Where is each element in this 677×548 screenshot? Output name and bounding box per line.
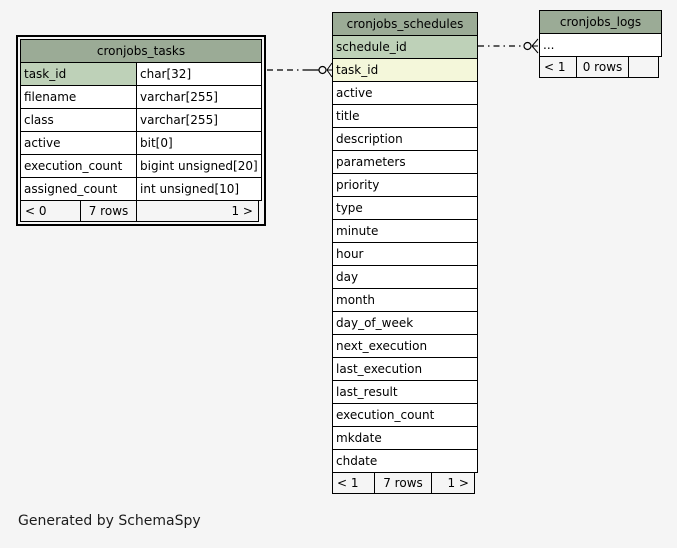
column-type: int unsigned[10] <box>136 177 262 201</box>
column-name: day_of_week <box>332 311 478 335</box>
column-name: mkdate <box>332 426 478 450</box>
column-row: next_execution <box>332 334 478 358</box>
column-name: task_id <box>332 58 478 82</box>
column-row: hour <box>332 242 478 266</box>
column-row: title <box>332 104 478 128</box>
zero-or-one-circle-icon <box>523 41 532 51</box>
table-cronjobs-tasks: cronjobs_tasks task_id char[32] filename va… <box>16 35 266 226</box>
table-footer: < 1 0 rows <box>539 56 662 78</box>
footer-row-count: 7 rows <box>80 200 137 222</box>
column-row: parameters <box>332 150 478 174</box>
column-type: bigint unsigned[20] <box>136 154 262 178</box>
column-name: hour <box>332 242 478 266</box>
column-name: assigned_count <box>20 177 137 201</box>
column-name: description <box>332 127 478 151</box>
column-type: bit[0] <box>136 131 262 155</box>
column-type: varchar[255] <box>136 108 262 132</box>
footer-outgoing-count: 1 > <box>431 472 475 494</box>
crowfoot-icon <box>531 38 539 54</box>
column-name: parameters <box>332 150 478 174</box>
column-type: varchar[255] <box>136 85 262 109</box>
table-footer: < 1 7 rows 1 > <box>332 472 478 494</box>
column-name: execution_count <box>20 154 137 178</box>
column-name: day <box>332 265 478 289</box>
column-row: type <box>332 196 478 220</box>
column-name: type <box>332 196 478 220</box>
table-header-cronjobs-tasks[interactable]: cronjobs_tasks <box>20 39 262 63</box>
column-name: filename <box>20 85 137 109</box>
generator-note: Generated by SchemaSpy <box>18 513 201 529</box>
column-name: active <box>20 131 137 155</box>
footer-row-count: 7 rows <box>374 472 432 494</box>
column-row: task_id <box>332 58 478 82</box>
column-name: class <box>20 108 137 132</box>
footer-incoming-count: < 1 <box>539 56 577 78</box>
table-footer: < 0 7 rows 1 > <box>20 200 262 222</box>
column-name: last_result <box>332 380 478 404</box>
column-row: chdate <box>332 449 478 473</box>
column-row: day <box>332 265 478 289</box>
column-name: active <box>332 81 478 105</box>
column-row: mkdate <box>332 426 478 450</box>
column-row: active <box>332 81 478 105</box>
column-name: task_id <box>20 62 137 86</box>
column-name: title <box>332 104 478 128</box>
focus-table-frame: cronjobs_tasks task_id char[32] filename va… <box>16 35 266 226</box>
table-cronjobs-schedules: cronjobs_schedules schedule_id task_id act… <box>332 12 478 494</box>
column-row: class varchar[255] <box>20 108 262 132</box>
column-row: last_execution <box>332 357 478 381</box>
column-row: active bit[0] <box>20 131 262 155</box>
relationship-tasks-to-schedules <box>267 62 333 78</box>
column-row: day_of_week <box>332 311 478 335</box>
column-row: month <box>332 288 478 312</box>
column-row: schedule_id <box>332 35 478 59</box>
footer-incoming-count: < 0 <box>20 200 81 222</box>
relationship-schedules-to-logs <box>478 38 539 54</box>
column-name: minute <box>332 219 478 243</box>
column-row: task_id char[32] <box>20 62 262 86</box>
column-row: description <box>332 127 478 151</box>
table-grid: cronjobs_logs ... <box>539 10 662 57</box>
column-row: filename varchar[255] <box>20 85 262 109</box>
column-name: next_execution <box>332 334 478 358</box>
column-row: execution_count bigint unsigned[20] <box>20 154 262 178</box>
table-cronjobs-logs: cronjobs_logs ... < 1 0 rows <box>539 10 662 78</box>
column-type: char[32] <box>136 62 262 86</box>
column-name: ... <box>539 33 662 57</box>
footer-incoming-count: < 1 <box>332 472 375 494</box>
table-header-cronjobs-schedules[interactable]: cronjobs_schedules <box>332 12 478 36</box>
table-grid: cronjobs_tasks task_id char[32] filename va… <box>20 39 262 201</box>
footer-row-count: 0 rows <box>576 56 629 78</box>
column-name: execution_count <box>332 403 478 427</box>
column-name: priority <box>332 173 478 197</box>
zero-or-one-circle-icon <box>318 65 327 75</box>
footer-outgoing-count <box>628 56 659 78</box>
column-name: month <box>332 288 478 312</box>
column-name: chdate <box>332 449 478 473</box>
column-name: schedule_id <box>332 35 478 59</box>
column-row: ... <box>539 33 662 57</box>
table-header-cronjobs-logs[interactable]: cronjobs_logs <box>539 10 662 34</box>
column-row: last_result <box>332 380 478 404</box>
column-name: last_execution <box>332 357 478 381</box>
column-row: minute <box>332 219 478 243</box>
footer-outgoing-count: 1 > <box>136 200 259 222</box>
column-row: priority <box>332 173 478 197</box>
column-row: assigned_count int unsigned[10] <box>20 177 262 201</box>
column-row: execution_count <box>332 403 478 427</box>
table-grid: cronjobs_schedules schedule_id task_id act… <box>332 12 478 473</box>
